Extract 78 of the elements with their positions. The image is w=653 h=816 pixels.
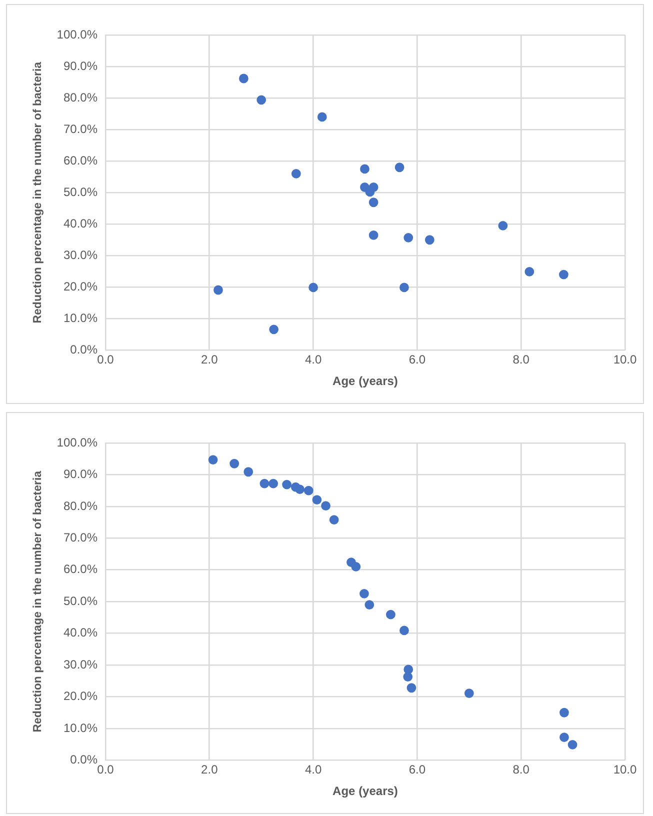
point [230, 458, 240, 468]
y-tick-label: 100.0% [56, 27, 98, 42]
point [560, 708, 569, 718]
x-axis-title: Age (years) [332, 374, 398, 388]
y-tick-label: 70.0% [63, 122, 98, 136]
point [498, 220, 508, 230]
y-tick-label: 10.0% [63, 720, 98, 735]
y-tick-label: 30.0% [63, 657, 98, 672]
x-tick-label: 8.0 [512, 762, 530, 777]
point [268, 478, 278, 488]
y-tick-label: 40.0% [63, 626, 98, 640]
point [291, 168, 301, 178]
y-tick-label: 80.0% [63, 90, 98, 104]
point [360, 164, 370, 174]
y-tick-label: 90.0% [63, 58, 98, 73]
y-axis-title: Reduction percentage in the number of bacteria [32, 61, 44, 324]
point [256, 95, 266, 105]
point [214, 285, 223, 295]
point [360, 588, 369, 598]
y-axis-title: Reduction percentage in the number of bacteria [32, 470, 44, 732]
point [386, 610, 396, 620]
point [329, 515, 339, 524]
point [400, 282, 409, 292]
y-tick-label: 80.0% [63, 498, 98, 513]
point [368, 230, 378, 240]
point [559, 270, 568, 280]
y-tick-label: 100.0% [56, 435, 98, 450]
point [568, 740, 578, 750]
point [304, 486, 314, 496]
point [464, 688, 474, 698]
y-tick-label: 30.0% [63, 248, 98, 262]
x-tick-label: 8.0 [512, 352, 530, 367]
x-axis-title: Age (years) [332, 784, 398, 798]
x-tick-label: 10.0 [613, 762, 637, 777]
x-tick-label: 2.0 [201, 352, 218, 367]
y-tick-label: 70.0% [63, 530, 98, 544]
point [308, 282, 318, 292]
x-tick-label: 0.0 [97, 762, 114, 777]
point [317, 112, 327, 122]
y-tick-label: 50.0% [63, 594, 98, 608]
x-tick-label: 2.0 [201, 762, 218, 777]
point [269, 324, 279, 334]
point [364, 600, 374, 610]
x-tick-label: 4.0 [304, 352, 322, 367]
point [312, 495, 322, 504]
point [560, 732, 569, 742]
point [404, 232, 414, 242]
point [406, 683, 416, 693]
y-tick-label: 0.0% [70, 342, 98, 357]
x-tick-label: 0.0 [97, 352, 114, 367]
point [321, 501, 330, 511]
point [400, 626, 409, 636]
point [368, 198, 378, 208]
point [244, 467, 254, 477]
y-tick-label: 90.0% [63, 467, 98, 482]
y-tick-label: 20.0% [63, 689, 98, 704]
point [403, 672, 413, 682]
y-tick-label: 50.0% [63, 184, 98, 199]
point [524, 267, 534, 276]
point [424, 235, 434, 245]
y-tick-label: 60.0% [63, 562, 98, 576]
x-tick-label: 10.0 [613, 352, 637, 367]
point [351, 562, 361, 572]
y-tick-label: 60.0% [63, 153, 98, 168]
point [238, 74, 248, 84]
point [260, 478, 270, 488]
x-tick-label: 6.0 [408, 762, 426, 777]
y-tick-label: 20.0% [63, 279, 98, 294]
y-tick-label: 10.0% [63, 310, 98, 325]
x-tick-label: 6.0 [408, 352, 426, 367]
point [282, 480, 292, 490]
y-tick-label: 0.0% [70, 752, 98, 767]
x-tick-label: 4.0 [304, 762, 322, 777]
point [394, 162, 404, 172]
point [295, 484, 304, 494]
point [208, 455, 218, 465]
point [365, 187, 375, 197]
y-tick-label: 40.0% [63, 216, 98, 230]
